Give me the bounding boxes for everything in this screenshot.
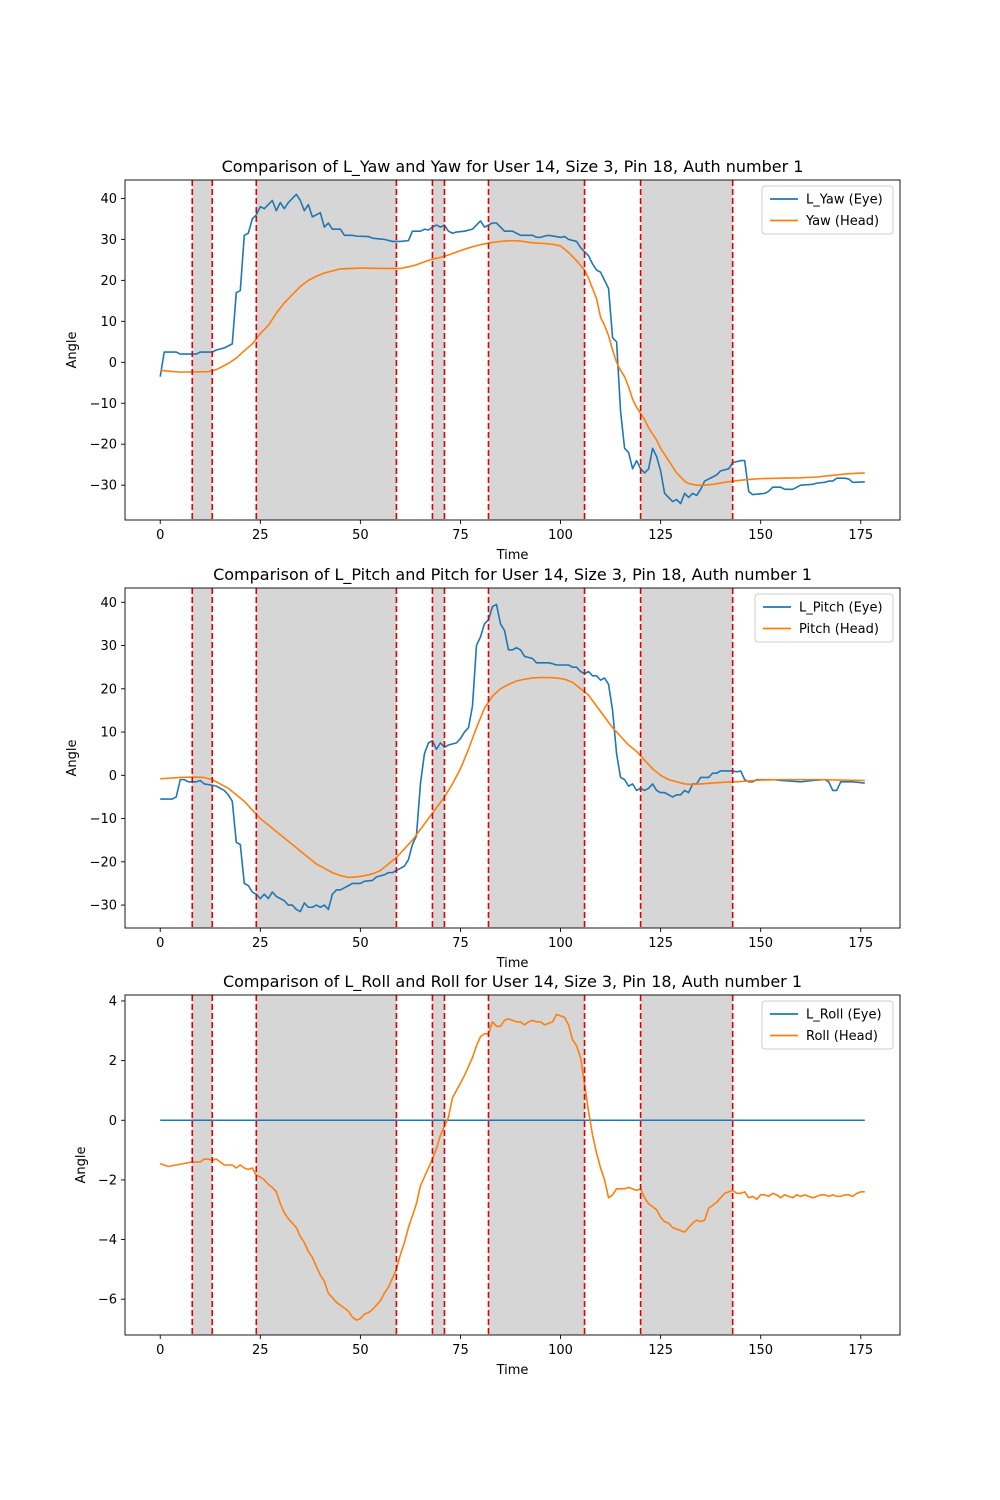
y-tick-label: 30 (100, 233, 117, 248)
x-tick-label: 25 (252, 528, 269, 543)
y-tick-label: −30 (90, 479, 117, 494)
shaded-region (192, 588, 213, 928)
shaded-region (488, 588, 585, 928)
series-line-head (160, 239, 865, 486)
x-tick-label: 150 (748, 528, 773, 543)
legend-label: L_Roll (Eye) (806, 1008, 882, 1023)
chart-2: 0 25 50 75 100 125 150 175 −30 −20 −10 0 10 20 30 40 Com… (65, 565, 901, 971)
y-axis-label: Angle (74, 1147, 89, 1184)
x-tick-label: 100 (548, 528, 573, 543)
axes-frame (124, 587, 901, 929)
shaded-region (432, 588, 445, 928)
x-tick-label: 0 (156, 528, 164, 543)
x-axis-label: Time (496, 956, 529, 971)
x-tick-label: 150 (748, 936, 773, 951)
chart-3: 0 25 50 75 100 125 150 175 −6 −4 −2 0 2 4 Comparison o… (74, 972, 901, 1378)
y-tick-label: −20 (90, 438, 117, 453)
x-tick-label: 25 (252, 1343, 269, 1358)
chart-title: Comparison of L_Pitch and Pitch for User… (213, 565, 812, 585)
x-tick-label: 75 (452, 936, 469, 951)
x-tick-label: 25 (252, 936, 269, 951)
x-tick-label: 75 (452, 1343, 469, 1358)
x-tick-label: 50 (352, 528, 369, 543)
x-tick-label: 50 (352, 1343, 369, 1358)
y-axis-label: Angle (65, 740, 80, 777)
series-line-head (160, 676, 865, 879)
y-tick-label: −10 (90, 812, 117, 827)
y-tick-label: 20 (100, 274, 117, 289)
y-tick-label: 10 (100, 315, 117, 330)
legend-box (761, 185, 894, 235)
x-tick-label: 0 (156, 936, 164, 951)
y-tick-label: −20 (90, 855, 117, 870)
y-tick-label: −10 (90, 397, 117, 412)
legend-box (754, 593, 894, 643)
shaded-region (432, 180, 445, 520)
legend: L_Pitch (Eye) Pitch (Head) (754, 593, 894, 643)
y-tick-label: −2 (98, 1173, 117, 1188)
legend-label: Pitch (Head) (799, 622, 879, 637)
chart-1: 0 25 50 75 100 125 150 175 −30 −20 −10 0 10 20 30 40 Com… (65, 157, 901, 563)
y-tick-label: 0 (109, 1114, 117, 1129)
legend-label: L_Yaw (Eye) (806, 193, 883, 208)
shaded-region (256, 180, 397, 520)
y-tick-label: 10 (100, 726, 117, 741)
shaded-region (256, 995, 397, 1335)
y-tick-label: −30 (90, 899, 117, 914)
x-tick-label: 125 (648, 528, 673, 543)
x-tick-label: 175 (848, 936, 873, 951)
legend-box (761, 1000, 894, 1050)
y-tick-label: −6 (98, 1293, 117, 1308)
series-line-eye (160, 603, 865, 913)
shaded-region (192, 995, 213, 1335)
legend-label: Yaw (Head) (805, 214, 879, 229)
legend: L_Roll (Eye) Roll (Head) (761, 1000, 894, 1050)
y-axis-label: Angle (65, 332, 80, 369)
y-tick-label: 4 (109, 994, 117, 1009)
y-tick-label: 30 (100, 639, 117, 654)
axes-frame (124, 179, 901, 521)
x-tick-label: 0 (156, 1343, 164, 1358)
x-axis-label: Time (496, 1363, 529, 1378)
axes-frame (124, 994, 901, 1336)
y-tick-label: 2 (109, 1054, 117, 1069)
x-tick-label: 150 (748, 1343, 773, 1358)
shaded-region (640, 995, 733, 1335)
y-tick-label: −4 (98, 1233, 117, 1248)
legend: L_Yaw (Eye) Yaw (Head) (761, 185, 894, 235)
y-tick-label: 0 (109, 769, 117, 784)
shaded-region (256, 588, 397, 928)
shaded-region (432, 995, 445, 1335)
shaded-region (488, 180, 585, 520)
x-tick-label: 50 (352, 936, 369, 951)
y-tick-label: 40 (100, 596, 117, 611)
legend-label: L_Pitch (Eye) (799, 601, 883, 616)
y-tick-label: 0 (109, 356, 117, 371)
chart-title: Comparison of L_Roll and Roll for User 1… (223, 972, 802, 992)
y-tick-label: 40 (100, 192, 117, 207)
shaded-region (640, 180, 733, 520)
shaded-region (640, 588, 733, 928)
series-line-eye (159, 193, 865, 505)
x-tick-label: 125 (648, 1343, 673, 1358)
legend-label: Roll (Head) (806, 1029, 878, 1044)
series-line-head (159, 1013, 865, 1321)
x-tick-label: 100 (548, 936, 573, 951)
x-tick-label: 175 (848, 1343, 873, 1358)
x-tick-label: 175 (848, 528, 873, 543)
y-tick-label: 20 (100, 682, 117, 697)
chart-title: Comparison of L_Yaw and Yaw for User 14,… (222, 157, 804, 177)
x-tick-label: 125 (648, 936, 673, 951)
shaded-region (488, 995, 585, 1335)
x-tick-label: 75 (452, 528, 469, 543)
shaded-region (192, 180, 213, 520)
x-axis-label: Time (496, 548, 529, 563)
x-tick-label: 100 (548, 1343, 573, 1358)
